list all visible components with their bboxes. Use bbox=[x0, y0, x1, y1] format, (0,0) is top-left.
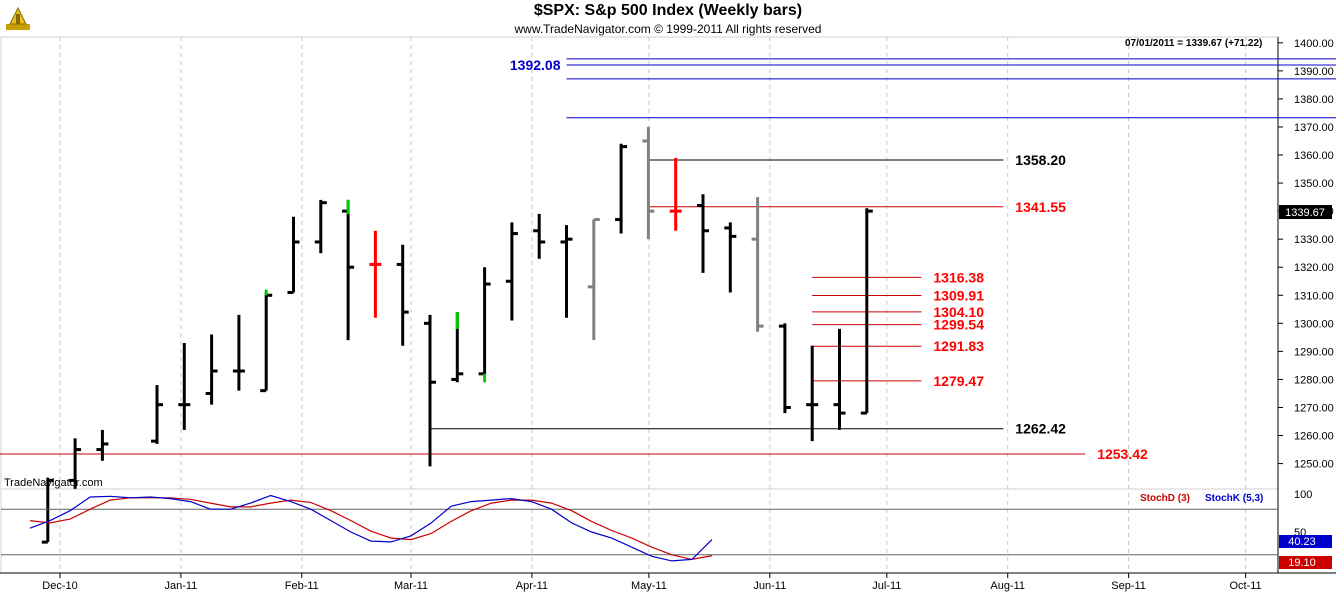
ohlc-bar bbox=[178, 342, 191, 430]
ohlc-bar bbox=[560, 225, 573, 318]
stoch-tick-label: 100 bbox=[1294, 489, 1312, 501]
level-label: 1291.83 bbox=[933, 338, 984, 354]
x-tick-label: Apr-11 bbox=[516, 580, 548, 592]
stoch-k-line bbox=[29, 494, 713, 562]
y-tick-label: 1350.00 bbox=[1294, 178, 1334, 190]
y-tick-label: 1310.00 bbox=[1294, 290, 1334, 302]
level-label: 1316.38 bbox=[933, 269, 984, 285]
ohlc-bar bbox=[314, 199, 327, 254]
stoch-d-box bbox=[1279, 556, 1332, 569]
chart-title: $SPX: S&p 500 Index (Weekly bars) bbox=[533, 2, 803, 19]
ohlc-bar bbox=[778, 323, 791, 414]
tradenavigator-logo-icon bbox=[6, 6, 30, 30]
ohlc-bar bbox=[751, 197, 764, 332]
ohlc-bars bbox=[41, 126, 873, 544]
ohlc-bar bbox=[615, 143, 628, 234]
ohlc-bar bbox=[806, 345, 819, 442]
ohlc-bar bbox=[205, 334, 218, 405]
ohlc-bar bbox=[833, 328, 846, 430]
ohlc-bar bbox=[287, 216, 300, 294]
level-label: 1341.55 bbox=[1015, 199, 1066, 215]
ohlc-bar bbox=[41, 477, 54, 544]
ohlc-bar bbox=[860, 208, 873, 415]
vertical-gridlines bbox=[59, 37, 1247, 573]
x-tick-label: Jun-11 bbox=[753, 580, 786, 592]
stoch-k-value: 40.23 bbox=[1288, 536, 1316, 548]
x-tick-label: Sep-11 bbox=[1111, 580, 1146, 592]
x-tick-label: Aug-11 bbox=[990, 580, 1025, 592]
level-label: 1262.42 bbox=[1015, 421, 1066, 437]
ohlc-bar bbox=[642, 126, 655, 240]
y-tick-label: 1250.00 bbox=[1294, 459, 1334, 471]
stoch-d-line bbox=[29, 497, 713, 561]
ohlc-bar bbox=[587, 218, 600, 341]
ohlc-bar bbox=[96, 429, 109, 461]
ohlc-bar bbox=[533, 213, 546, 259]
y-tick-label: 1290.00 bbox=[1294, 346, 1334, 358]
x-tick-label: Oct-11 bbox=[1229, 580, 1261, 592]
ohlc-bar bbox=[369, 230, 382, 318]
x-tick-label: Mar-11 bbox=[394, 580, 428, 592]
level-label: 1299.54 bbox=[933, 317, 984, 333]
x-tick-label: Jan-11 bbox=[164, 580, 197, 592]
y-tick-label: 1330.00 bbox=[1294, 234, 1334, 246]
level-label: 1309.91 bbox=[933, 288, 984, 304]
x-tick-label: May-11 bbox=[631, 580, 667, 592]
stoch-d-value: 19.10 bbox=[1288, 557, 1316, 569]
ohlc-bar bbox=[724, 222, 737, 293]
ohlc-bar bbox=[342, 199, 355, 341]
x-tick-label: Jul-11 bbox=[872, 580, 901, 592]
main-pane-frame bbox=[0, 36, 1279, 490]
ohlc-bar bbox=[424, 314, 436, 467]
chart-subtitle: www.TradeNavigator.com © 1999-2011 All r… bbox=[514, 22, 822, 36]
x-tick-label: Dec-10 bbox=[42, 580, 77, 592]
last-price-box bbox=[1279, 205, 1332, 220]
ohlc-bar bbox=[151, 385, 163, 444]
watermark: TradeNavigator.com bbox=[4, 477, 103, 489]
level-label: 1304.10 bbox=[933, 304, 984, 320]
y-tick-label: 1320.00 bbox=[1294, 262, 1334, 274]
stoch-legend-k: StochK (5,3) bbox=[1205, 493, 1263, 504]
y-tick-label: 1360.00 bbox=[1294, 150, 1334, 162]
y-tick-label: 1370.00 bbox=[1294, 122, 1334, 134]
y-tick-label: 1300.00 bbox=[1294, 318, 1334, 330]
last-price-info: 07/01/2011 = 1339.67 (+71.22) bbox=[1125, 38, 1262, 49]
stoch-k-box bbox=[1279, 535, 1332, 548]
time-axis: Dec-10 Jan-11 Feb-11 Mar-11 Apr-11 May-11 Jun-… bbox=[42, 573, 1262, 592]
y-tick-label: 1400.00 bbox=[1294, 38, 1334, 50]
ohlc-bar bbox=[232, 314, 245, 391]
last-price-label: 1339.67 bbox=[1285, 207, 1325, 219]
indicator-pane-frame bbox=[0, 488, 1279, 574]
y-tick-label: 1390.00 bbox=[1294, 66, 1334, 78]
y-tick-label: 1270.00 bbox=[1294, 402, 1334, 414]
x-tick-label: Feb-11 bbox=[285, 580, 319, 592]
ohlc-bar bbox=[69, 438, 82, 489]
y-tick-label: 1380.00 bbox=[1294, 94, 1334, 106]
ohlc-bar bbox=[260, 292, 273, 393]
y-tick-label: 1260.00 bbox=[1294, 431, 1334, 443]
level-label: 1358.20 bbox=[1015, 152, 1066, 168]
stoch-legend-d: StochD (3) bbox=[1140, 493, 1190, 504]
y-tick-label: 1280.00 bbox=[1294, 374, 1334, 386]
level-label: 1253.42 bbox=[1097, 446, 1148, 462]
level-label: 1279.47 bbox=[933, 373, 984, 389]
price-levels: 1394.291392.081387.151373.281358.201341.… bbox=[0, 57, 1336, 462]
ohlc-bar bbox=[505, 222, 518, 321]
level-label: 1392.08 bbox=[510, 57, 561, 73]
ohlc-bar bbox=[396, 244, 409, 346]
ohlc-bar bbox=[478, 267, 491, 376]
ohlc-bar bbox=[697, 194, 709, 273]
price-axis: 1250.00 1260.00 1270.00 1280.00 1290.00 1300.… bbox=[1278, 38, 1334, 471]
ohlc-bar bbox=[669, 157, 682, 231]
